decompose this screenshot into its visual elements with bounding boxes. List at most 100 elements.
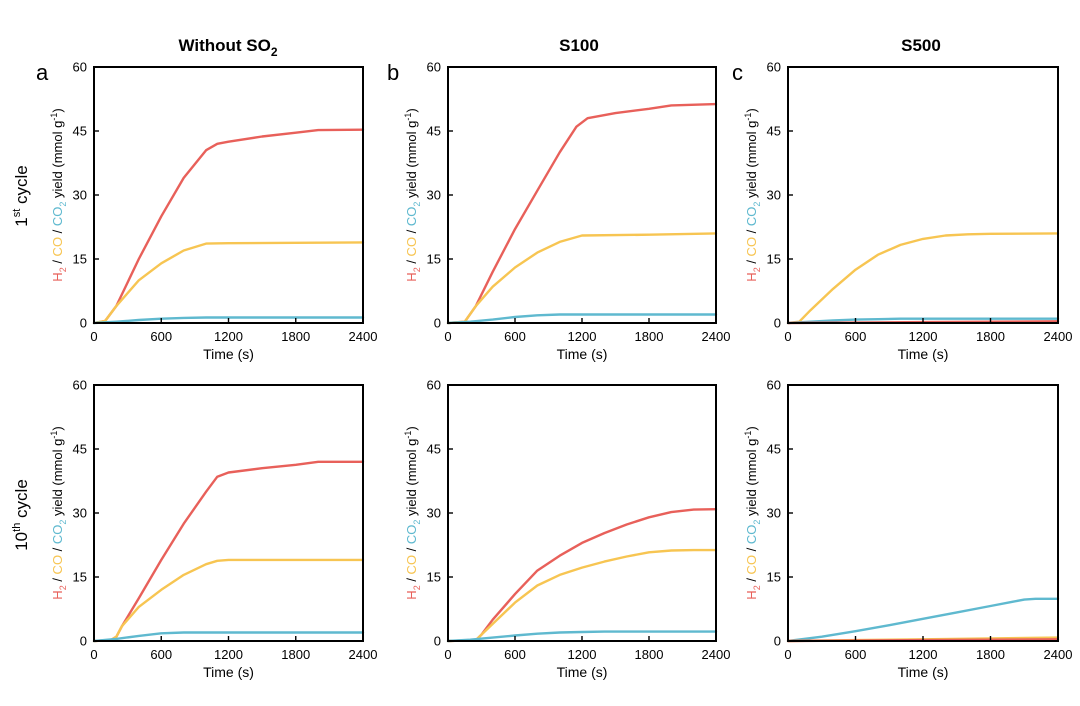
y-tick-label: 30 [767, 188, 781, 203]
y-axis-title: H2 / CO / CO2 yield (mmol g-1) [743, 108, 762, 281]
panel-letter-c: c [732, 60, 743, 85]
chart-panel-a-1st: 0 600 1200 1800 2400 0 15 30 45 60 Time (s) H2 / CO… [49, 60, 377, 363]
x-tick-label: 1200 [909, 647, 938, 662]
y-tick-label: 15 [767, 570, 781, 585]
y-tick-label: 0 [774, 316, 781, 331]
x-tick-label: 600 [150, 329, 172, 344]
chart-panel-c-10th: 0 600 1200 1800 2400 0 15 30 45 60 Time (s) H2 / CO… [743, 378, 1072, 681]
y-tick-label: 45 [73, 442, 87, 457]
x-tick-label: 0 [90, 329, 97, 344]
panel-letter-b: b [387, 60, 399, 85]
x-tick-label: 600 [504, 647, 526, 662]
series-line-co [786, 232, 1060, 325]
y-tick-label: 45 [767, 124, 781, 139]
x-axis-title: Time (s) [203, 346, 254, 362]
row-title-10th-cycle: 10th cycle [11, 479, 31, 551]
x-tick-label: 2400 [702, 647, 731, 662]
y-tick-label: 60 [767, 60, 781, 75]
y-tick-label: 45 [427, 442, 441, 457]
y-tick-label: 0 [80, 634, 87, 649]
chart-panel-a-10th: 0 600 1200 1800 2400 0 15 30 45 60 Time (s) H2 / CO… [49, 378, 377, 681]
plot-frame [787, 384, 1059, 642]
y-tick-label: 60 [73, 378, 87, 393]
y-tick-label: 15 [427, 570, 441, 585]
x-axis-title: Time (s) [898, 664, 949, 680]
x-tick-label: 600 [845, 329, 867, 344]
chart-panel-b-10th: 0 600 1200 1800 2400 0 15 30 45 60 Time (s) H2 / CO… [403, 378, 730, 681]
y-tick-label: 0 [434, 316, 441, 331]
series-line-h2 [92, 128, 365, 325]
series-line-co2 [92, 631, 365, 643]
x-tick-label: 1200 [909, 329, 938, 344]
y-tick-label: 30 [767, 506, 781, 521]
y-tick-label: 60 [767, 378, 781, 393]
series-line-co [446, 232, 718, 325]
plot-frame [93, 384, 364, 642]
x-tick-label: 2400 [349, 329, 378, 344]
x-tick-label: 1800 [281, 329, 310, 344]
x-axis-title: Time (s) [898, 346, 949, 362]
y-axis-title: H2 / CO / CO2 yield (mmol g-1) [49, 108, 68, 281]
x-tick-label: 2400 [1044, 647, 1073, 662]
series-line-h2 [92, 460, 365, 643]
plot-frame [447, 384, 717, 642]
x-tick-label: 1200 [214, 329, 243, 344]
x-tick-label: 0 [444, 329, 451, 344]
series-line-co [92, 558, 365, 643]
y-axis-title: H2 / CO / CO2 yield (mmol g-1) [403, 108, 422, 281]
y-tick-label: 60 [73, 60, 87, 75]
y-tick-label: 0 [80, 316, 87, 331]
x-tick-label: 1800 [976, 329, 1005, 344]
chart-panel-b-1st: 0 600 1200 1800 2400 0 15 30 45 60 Time (s) H2 / CO… [403, 60, 730, 363]
series-line-co [92, 241, 365, 325]
x-tick-label: 2400 [349, 647, 378, 662]
row-title-1st-cycle: 1st cycle [11, 165, 31, 227]
y-tick-label: 45 [767, 442, 781, 457]
y-tick-label: 30 [73, 188, 87, 203]
x-axis-title: Time (s) [557, 346, 608, 362]
plot-frame [787, 66, 1059, 324]
y-axis-title: H2 / CO / CO2 yield (mmol g-1) [743, 426, 762, 599]
x-tick-label: 1800 [635, 647, 664, 662]
y-tick-label: 45 [427, 124, 441, 139]
y-tick-label: 60 [427, 60, 441, 75]
y-tick-label: 30 [427, 188, 441, 203]
series-line-co2 [446, 630, 718, 643]
y-tick-label: 0 [774, 634, 781, 649]
series-line-co2 [786, 597, 1060, 643]
y-tick-label: 30 [427, 506, 441, 521]
x-tick-label: 600 [504, 329, 526, 344]
x-tick-label: 1200 [568, 647, 597, 662]
y-tick-label: 15 [427, 252, 441, 267]
column-title-s500: S500 [901, 36, 941, 55]
x-tick-label: 2400 [702, 329, 731, 344]
x-tick-label: 0 [444, 647, 451, 662]
x-tick-label: 0 [784, 329, 791, 344]
x-tick-label: 0 [784, 647, 791, 662]
panel-letter-a: a [36, 60, 49, 85]
column-title-s100: S100 [559, 36, 599, 55]
series-line-co [446, 548, 718, 643]
y-tick-label: 0 [434, 634, 441, 649]
y-axis-title: H2 / CO / CO2 yield (mmol g-1) [403, 426, 422, 599]
series-line-co2 [446, 313, 718, 325]
y-axis-title: H2 / CO / CO2 yield (mmol g-1) [49, 426, 68, 599]
chart-panel-c-1st: 0 600 1200 1800 2400 0 15 30 45 60 Time (s) H2 / CO… [743, 60, 1072, 363]
x-tick-label: 2400 [1044, 329, 1073, 344]
x-tick-label: 1200 [568, 329, 597, 344]
series-line-h2 [446, 508, 718, 643]
x-axis-title: Time (s) [557, 664, 608, 680]
y-tick-label: 45 [73, 124, 87, 139]
x-tick-label: 1800 [976, 647, 1005, 662]
x-tick-label: 1200 [214, 647, 243, 662]
x-tick-label: 600 [150, 647, 172, 662]
y-tick-label: 30 [73, 506, 87, 521]
y-tick-label: 60 [427, 378, 441, 393]
y-tick-label: 15 [73, 570, 87, 585]
y-tick-label: 15 [767, 252, 781, 267]
y-tick-label: 15 [73, 252, 87, 267]
x-axis-title: Time (s) [203, 664, 254, 680]
x-tick-label: 0 [90, 647, 97, 662]
